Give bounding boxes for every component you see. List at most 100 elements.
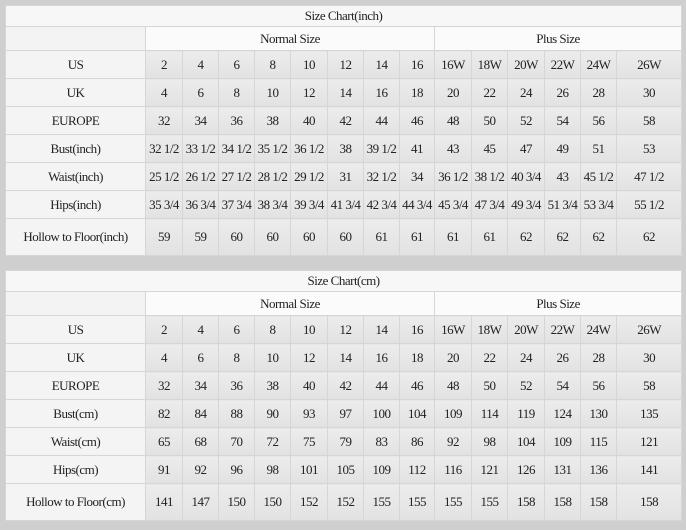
table-cell: 39 1/2: [363, 134, 400, 163]
table-cell: 18: [399, 343, 435, 372]
table-cell: 22W: [544, 50, 581, 79]
table-cell: 68: [182, 427, 219, 456]
table-cell: 26: [544, 78, 581, 107]
table-row: US 2 4 6 8 10 12 14 16 16W 18W 20W 22W 24W 26W: [5, 50, 683, 79]
table-cell: 38: [254, 371, 291, 400]
table-cell: 8: [254, 315, 291, 344]
table-cell: 35 3/4: [145, 190, 183, 219]
table-cell: 158: [580, 483, 617, 521]
table-cell: 130: [580, 399, 617, 428]
table-cell: 46: [399, 106, 435, 135]
table-cell: 28: [580, 78, 617, 107]
table-cell: 62: [544, 218, 581, 256]
row-label: UK: [5, 78, 146, 107]
table-cell: 58: [615, 106, 683, 135]
table-cell: 88: [218, 399, 255, 428]
table-cell: 61: [399, 218, 435, 256]
table-cell: 38: [254, 106, 291, 135]
table-cell: 48: [434, 106, 472, 135]
table-cell: 49: [544, 134, 581, 163]
table-cell: 61: [434, 218, 472, 256]
table-cell: 135: [615, 399, 683, 428]
table-cell: 20W: [507, 50, 545, 79]
row-label: Waist(cm): [5, 427, 146, 456]
table-cell: 158: [544, 483, 581, 521]
table-cell: 52: [507, 371, 545, 400]
table-cell: 46: [399, 371, 435, 400]
table-cell: 26W: [615, 50, 683, 79]
table-cell: 10: [254, 78, 291, 107]
table-cell: 41 3/4: [327, 190, 364, 219]
table-cell: 31: [327, 162, 364, 191]
table-cell: 12: [290, 78, 328, 107]
table-cell: 14: [363, 315, 400, 344]
row-label: Waist(inch): [5, 162, 146, 191]
table-cell: 50: [471, 371, 508, 400]
table-cell: 155: [434, 483, 472, 521]
table-cell: 22: [471, 78, 508, 107]
table-cell: 82: [145, 399, 183, 428]
table-cell: 35 1/2: [254, 134, 291, 163]
table-row: Hollow to Floor(cm) 141 147 150 150 152 152 155…: [5, 483, 683, 521]
table-cell: 158: [507, 483, 545, 521]
plus-size-header: Plus Size: [433, 26, 683, 51]
table-cell: 28 1/2: [254, 162, 291, 191]
table-cell: 40: [290, 371, 328, 400]
table-cell: 18W: [471, 50, 508, 79]
table-cell: 10: [290, 50, 328, 79]
table-cell: 50: [471, 106, 508, 135]
table-cell: 100: [363, 399, 400, 428]
table-cell: 45: [471, 134, 508, 163]
row-label: Hips(cm): [5, 455, 146, 484]
table-cell: 29 1/2: [290, 162, 328, 191]
table-cell: 92: [182, 455, 219, 484]
table-cell: 14: [327, 78, 364, 107]
row-label: US: [5, 315, 146, 344]
table-cell: 8: [218, 78, 255, 107]
table-cell: 126: [507, 455, 545, 484]
table-cell: 158: [615, 483, 683, 521]
table-cell: 52: [507, 106, 545, 135]
table-cell: 36: [218, 371, 255, 400]
table-row: Hips(cm) 91 92 96 98 101 105 109 112 116 121 126 131…: [5, 455, 683, 484]
table-cell: 22: [471, 343, 508, 372]
table-cell: 53: [615, 134, 683, 163]
table-cell: 16W: [434, 315, 472, 344]
table-cell: 124: [544, 399, 581, 428]
table-cell: 2: [145, 50, 183, 79]
table-cell: 20: [434, 78, 472, 107]
table-cell: 24: [507, 343, 545, 372]
table-cell: 20: [434, 343, 472, 372]
table-cell: 34: [182, 371, 219, 400]
table-cell: 60: [290, 218, 328, 256]
table-cell: 104: [399, 399, 435, 428]
table-cell: 72: [254, 427, 291, 456]
table-cell: 83: [363, 427, 400, 456]
table-cell: 43: [434, 134, 472, 163]
table-cell: 115: [580, 427, 617, 456]
table-cell: 42: [327, 106, 364, 135]
table-cell: 12: [327, 50, 364, 79]
table-cell: 150: [218, 483, 255, 521]
row-label: Hollow to Floor(inch): [5, 218, 146, 256]
table-cell: 18W: [471, 315, 508, 344]
table-cell: 56: [580, 106, 617, 135]
table-cell: 112: [399, 455, 435, 484]
table-cell: 44: [363, 371, 400, 400]
table-cell: 12: [290, 343, 328, 372]
blank-cell: [5, 26, 146, 51]
table-cell: 36 1/2: [290, 134, 328, 163]
table-cell: 20W: [507, 315, 545, 344]
table-row: EUROPE 32 34 36 38 40 42 44 46 48 50 52 54 56 58: [5, 371, 683, 400]
table-cell: 14: [327, 343, 364, 372]
table-row: EUROPE 32 34 36 38 40 42 44 46 48 50 52 54 56 58: [5, 106, 683, 135]
table-cell: 28: [580, 343, 617, 372]
row-label: Bust(cm): [5, 399, 146, 428]
table-cell: 152: [290, 483, 328, 521]
table-cell: 32: [145, 106, 183, 135]
table-cell: 30: [615, 78, 683, 107]
table-cell: 58: [615, 371, 683, 400]
table-cell: 6: [218, 50, 255, 79]
table-cell: 54: [544, 106, 581, 135]
table-cell: 6: [182, 343, 219, 372]
